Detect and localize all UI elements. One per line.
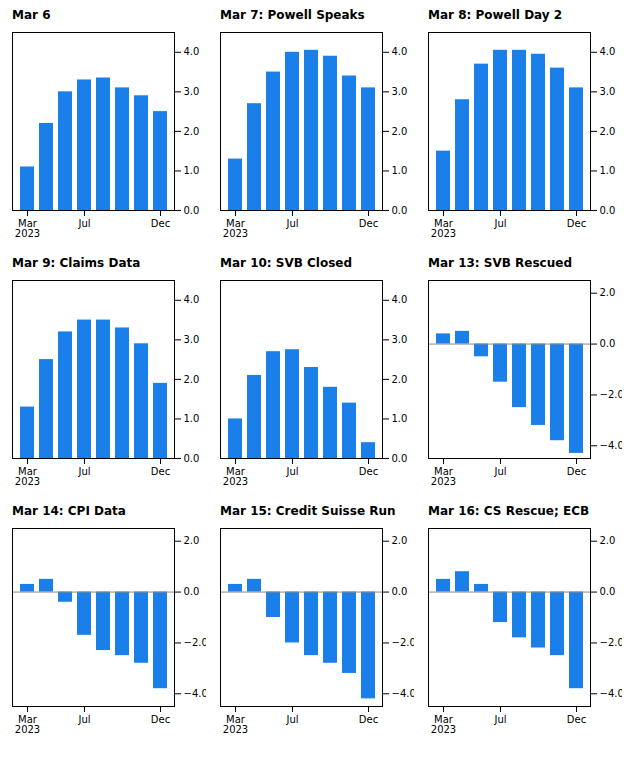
html-text:Mar 7: Powell Speaks: Mar 7: Powell Speaks — [220, 8, 365, 22]
svg-text:2.0: 2.0 — [392, 535, 408, 546]
svg-text:0.0: 0.0 — [392, 205, 408, 216]
svg-text:Dec: Dec — [567, 714, 586, 725]
html-text:Mar 13: SVB Rescued: Mar 13: SVB Rescued — [428, 256, 572, 270]
svg-text:Jul: Jul — [493, 714, 506, 725]
svg-text:Jul: Jul — [493, 218, 506, 229]
svg-text:3.0: 3.0 — [392, 334, 408, 345]
html-text:Mar 10: SVB Closed: Mar 10: SVB Closed — [220, 256, 353, 270]
svg-text:2.0: 2.0 — [392, 374, 408, 385]
svg-text:Jul: Jul — [493, 466, 506, 477]
svg-text:1.0: 1.0 — [392, 165, 408, 176]
svg-text:Mar2023: Mar2023 — [15, 466, 40, 487]
svg-text:3.0: 3.0 — [600, 86, 616, 97]
svg-text:2.0: 2.0 — [600, 535, 616, 546]
svg-text:4.0: 4.0 — [392, 46, 408, 57]
svg-text:−2.0: −2.0 — [184, 637, 207, 648]
html-text:Mar 8: Powell Day 2: Mar 8: Powell Day 2 — [428, 8, 563, 22]
svg-text:1.0: 1.0 — [184, 413, 200, 424]
svg-text:3.0: 3.0 — [392, 86, 408, 97]
svg-text:Mar2023: Mar2023 — [15, 218, 40, 239]
html-text:Mar 9: Claims Data: Mar 9: Claims Data — [12, 256, 141, 270]
html-text:Mar 16: CS Rescue; ECB: Mar 16: CS Rescue; ECB — [428, 504, 590, 518]
svg-text:−4.0: −4.0 — [392, 688, 415, 699]
svg-text:2.0: 2.0 — [184, 374, 200, 385]
svg-text:Jul: Jul — [285, 466, 298, 477]
svg-text:2.0: 2.0 — [600, 287, 616, 298]
svg-text:0.0: 0.0 — [184, 586, 200, 597]
svg-text:4.0: 4.0 — [184, 294, 200, 305]
svg-text:Dec: Dec — [151, 218, 170, 229]
svg-text:0.0: 0.0 — [184, 205, 200, 216]
svg-text:2.0: 2.0 — [600, 126, 616, 137]
svg-text:Mar2023: Mar2023 — [223, 466, 248, 487]
svg-text:3.0: 3.0 — [184, 334, 200, 345]
svg-text:Dec: Dec — [151, 714, 170, 725]
html-text:Mar 6: Mar 6 — [12, 8, 51, 22]
svg-text:1.0: 1.0 — [392, 413, 408, 424]
svg-text:Mar2023: Mar2023 — [223, 714, 248, 735]
svg-text:Dec: Dec — [359, 714, 378, 725]
svg-text:4.0: 4.0 — [392, 294, 408, 305]
svg-text:Dec: Dec — [359, 466, 378, 477]
svg-text:0.0: 0.0 — [600, 205, 616, 216]
svg-text:Jul: Jul — [285, 218, 298, 229]
svg-text:Jul: Jul — [77, 218, 90, 229]
svg-text:0.0: 0.0 — [600, 338, 616, 349]
html-text:Mar 14: CPI Data: Mar 14: CPI Data — [12, 504, 126, 518]
svg-text:0.0: 0.0 — [392, 586, 408, 597]
svg-text:Jul: Jul — [285, 714, 298, 725]
svg-text:2.0: 2.0 — [392, 126, 408, 137]
svg-text:−2.0: −2.0 — [600, 389, 623, 400]
svg-text:Mar2023: Mar2023 — [223, 218, 248, 239]
svg-text:Dec: Dec — [359, 218, 378, 229]
svg-text:Dec: Dec — [567, 466, 586, 477]
svg-text:−2.0: −2.0 — [600, 637, 623, 648]
svg-text:Mar2023: Mar2023 — [431, 714, 456, 735]
svg-text:2.0: 2.0 — [184, 535, 200, 546]
svg-text:0.0: 0.0 — [600, 586, 616, 597]
svg-text:Jul: Jul — [77, 466, 90, 477]
svg-text:Mar2023: Mar2023 — [15, 714, 40, 735]
svg-text:Dec: Dec — [151, 466, 170, 477]
svg-text:2.0: 2.0 — [184, 126, 200, 137]
svg-text:3.0: 3.0 — [184, 86, 200, 97]
svg-text:Dec: Dec — [567, 218, 586, 229]
svg-text:−2.0: −2.0 — [392, 637, 415, 648]
svg-text:4.0: 4.0 — [184, 46, 200, 57]
svg-text:Jul: Jul — [77, 714, 90, 725]
svg-text:4.0: 4.0 — [600, 46, 616, 57]
svg-text:1.0: 1.0 — [600, 165, 616, 176]
svg-text:0.0: 0.0 — [392, 453, 408, 464]
html-text:Mar 15: Credit Suisse Run: Mar 15: Credit Suisse Run — [220, 504, 396, 518]
svg-text:0.0: 0.0 — [184, 453, 200, 464]
svg-text:1.0: 1.0 — [184, 165, 200, 176]
svg-text:Mar2023: Mar2023 — [431, 218, 456, 239]
svg-text:−4.0: −4.0 — [600, 440, 623, 451]
svg-text:Mar2023: Mar2023 — [431, 466, 456, 487]
svg-text:−4.0: −4.0 — [600, 688, 623, 699]
svg-text:−4.0: −4.0 — [184, 688, 207, 699]
